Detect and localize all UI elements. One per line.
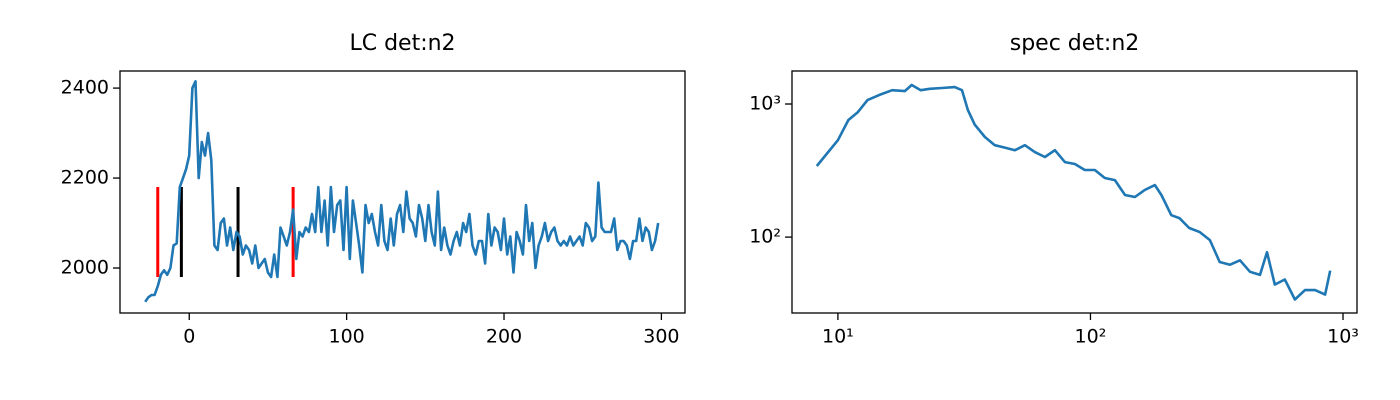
x-tick-label: 0	[183, 326, 195, 348]
x-tick-label: 300	[643, 326, 679, 348]
x-tick-label: 10¹	[822, 326, 854, 348]
data-line	[144, 80, 660, 303]
data-line	[815, 83, 1332, 301]
y-tick-label: 2200	[61, 167, 109, 189]
chart-title: LC det:n2	[349, 31, 455, 56]
chart-title: spec det:n2	[1010, 31, 1140, 56]
x-tick-label: 200	[486, 326, 522, 348]
x-tick-label: 10³	[1327, 326, 1359, 348]
x-tick-label: 100	[328, 326, 364, 348]
y-tick-label: 2000	[61, 257, 109, 279]
y-tick-label: 10²	[749, 226, 781, 248]
axes-frame	[791, 70, 1358, 314]
y-tick-label: 2400	[61, 77, 109, 99]
y-tick-label: 10³	[749, 93, 781, 115]
axes-frame	[119, 70, 686, 314]
x-tick-label: 10²	[1075, 326, 1107, 348]
